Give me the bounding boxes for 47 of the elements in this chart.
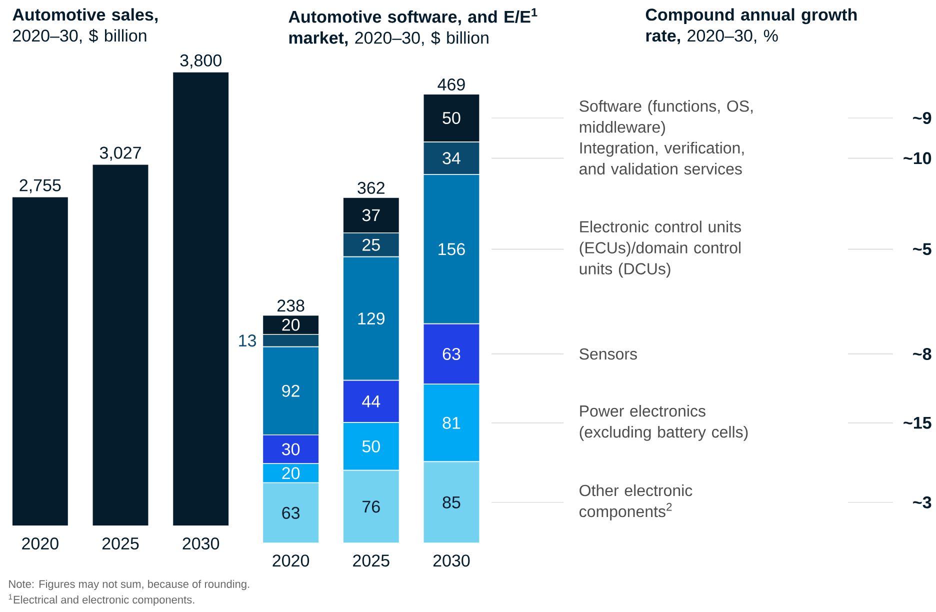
text: $^{1}$Electrical and electronic components. (8, 594, 194, 606)
text: Compound annual growth rate, 2020–30, % (646, 8, 857, 44)
data-label: 76 (362, 500, 380, 513)
data-label: 63 (442, 348, 460, 360)
total-label: 469 (438, 78, 465, 91)
x-tick-label: 2030 (182, 537, 220, 550)
data-label: ~9 (913, 112, 932, 124)
data-label: 63 (282, 506, 300, 519)
data-label: 3,027 (100, 146, 141, 161)
text: Integration, verification, and validation services (580, 142, 744, 175)
data-label: 25 (362, 238, 380, 251)
data-label: 129 (358, 312, 385, 325)
data-label: 156 (438, 243, 465, 256)
text: Software (functions, OS, middleware) (580, 100, 753, 136)
data-label: ~3 (913, 496, 932, 508)
data-label: 34 (442, 152, 460, 164)
data-label: ~10 (904, 152, 932, 164)
text: Other electronic components$^{2}$ (580, 484, 692, 520)
data-label: 92 (282, 384, 300, 397)
data-label: ~8 (913, 348, 932, 360)
x-tick-label: 2030 (433, 554, 470, 567)
chart-title: Automotive sales, 2020–30, $ billion (12, 8, 158, 44)
text: Sensors (580, 348, 637, 360)
data-label: 20 (282, 467, 300, 480)
data-label: 44 (362, 396, 380, 408)
text: Electronic control units (ECUs)/domain control units (DCUs) (580, 220, 741, 278)
data-label: ~15 (904, 416, 932, 429)
data-label: 13 (239, 334, 256, 347)
data-label: 81 (442, 416, 460, 429)
text: Power electronics (excluding battery cells) (580, 404, 748, 441)
data-label: 3,800 (180, 54, 222, 68)
text: Note: Figures may not sum, because of rounding. (9, 580, 250, 590)
data-label: 20 (282, 318, 300, 331)
data-label: 2,755 (20, 179, 61, 194)
x-tick-label: 2025 (102, 537, 139, 550)
x-tick-label: 2020 (272, 554, 310, 567)
chart-title: Automotive software, and E/E$^{1}$ market, 2020–30, $ billion (288, 8, 538, 46)
total-label: 362 (358, 182, 384, 194)
data-label: ~5 (913, 243, 932, 256)
data-label: 30 (282, 443, 300, 456)
x-tick-label: 2020 (22, 537, 58, 550)
total-label: 238 (277, 300, 304, 312)
data-label: 37 (362, 209, 380, 222)
data-label: 85 (442, 496, 460, 508)
data-label: 50 (442, 112, 460, 124)
x-tick-label: 2025 (353, 554, 390, 567)
data-label: 50 (362, 440, 380, 452)
